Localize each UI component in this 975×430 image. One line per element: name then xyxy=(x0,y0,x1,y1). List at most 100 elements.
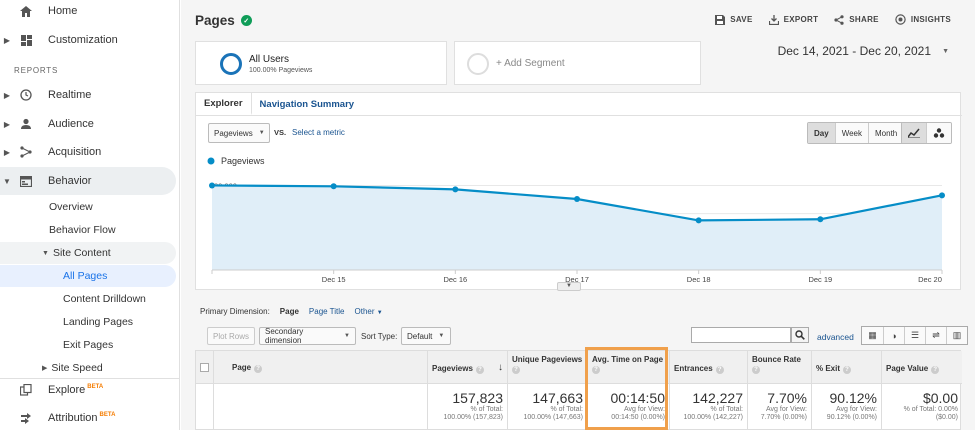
tab-navigation-summary[interactable]: Navigation Summary xyxy=(259,98,355,110)
column-header-label: Bounce Rate xyxy=(752,355,801,364)
share-button[interactable]: SHARE xyxy=(834,14,879,25)
chevron-down-icon[interactable]: ▼ xyxy=(942,48,949,55)
column-header-unique-pageviews[interactable]: Unique Pageviews? xyxy=(508,351,588,384)
secondary-dimension-select[interactable]: Secondary dimension ▼ xyxy=(259,327,356,345)
line-chart-button[interactable] xyxy=(902,123,926,143)
granularity-buttons: Day Week Month xyxy=(807,122,905,144)
column-header-avg-time-on-page[interactable]: Avg. Time on Page? xyxy=(588,351,670,384)
plot-rows-button[interactable]: Plot Rows xyxy=(207,327,256,345)
help-icon[interactable]: ? xyxy=(512,366,520,374)
sidebar-subitem-label: Site Speed xyxy=(51,362,103,374)
search-button[interactable] xyxy=(791,327,809,343)
column-header-page-value[interactable]: Page Value? xyxy=(882,351,962,384)
sidebar-item-home[interactable]: Home xyxy=(0,0,176,24)
sidebar-item-label: Customization xyxy=(48,34,118,46)
tab-explorer[interactable]: Explorer xyxy=(196,93,252,115)
sidebar-item-attribution[interactable]: Attribution BETA xyxy=(0,405,176,430)
sidebar-item-behavior[interactable]: ▼ Behavior xyxy=(0,167,176,195)
totals-cell-empty xyxy=(196,384,214,430)
sidebar-subitem-landing-pages[interactable]: Landing Pages xyxy=(0,311,176,333)
comparison-view-icon[interactable]: ⇌ xyxy=(925,327,946,344)
pie-chart-view-icon[interactable]: ◑ xyxy=(883,327,904,344)
sort-type-value: Default xyxy=(407,331,433,341)
pivot-view-icon[interactable]: ▥ xyxy=(946,327,967,344)
motion-chart-button[interactable] xyxy=(926,123,951,143)
sidebar-subitem-overview[interactable]: Overview xyxy=(0,196,176,218)
month-button[interactable]: Month xyxy=(868,123,904,143)
sidebar-item-customization[interactable]: ▶ Customization xyxy=(0,27,176,53)
sort-descending-icon[interactable]: ↓ xyxy=(498,362,503,373)
insights-icon xyxy=(895,14,906,25)
total-value: 157,823 xyxy=(452,390,503,406)
help-icon[interactable]: ? xyxy=(843,366,852,374)
select-metric-link[interactable]: Select a metric xyxy=(292,128,345,137)
dimension-page-title[interactable]: Page Title xyxy=(308,307,345,316)
chart-type-buttons xyxy=(901,122,952,144)
total-caption: 00:14:50 (0.00%) xyxy=(611,414,665,421)
help-icon[interactable]: ? xyxy=(931,366,940,374)
column-header-page[interactable]: Page? xyxy=(214,351,428,384)
week-button[interactable]: Week xyxy=(834,123,868,143)
column-header-label: Page Value xyxy=(886,364,929,373)
legend-marker xyxy=(207,157,215,165)
sidebar-subitem-site-content[interactable]: ▼ Site Content xyxy=(0,242,176,264)
segment-all-users[interactable]: All Users 100.00% Pageviews xyxy=(195,41,447,85)
acquisition-icon xyxy=(16,146,36,158)
save-label: SAVE xyxy=(730,15,753,24)
help-icon[interactable]: ? xyxy=(752,366,760,374)
help-icon[interactable]: ? xyxy=(592,366,600,374)
sidebar-item-explore[interactable]: Explore BETA xyxy=(0,377,176,403)
column-header-exit[interactable]: % Exit? xyxy=(812,351,882,384)
share-label: SHARE xyxy=(849,15,879,24)
sidebar-subitem-site-speed[interactable]: ▶ Site Speed xyxy=(0,357,176,379)
save-button[interactable]: SAVE xyxy=(715,14,752,25)
sort-type-select[interactable]: Default ▼ xyxy=(401,327,451,345)
metric-select[interactable]: Pageviews ▼ xyxy=(208,123,270,143)
sidebar-item-acquisition[interactable]: ▶ Acquisition xyxy=(0,139,176,165)
sidebar-item-realtime[interactable]: ▶ Realtime xyxy=(0,82,176,108)
help-icon[interactable]: ? xyxy=(254,365,263,373)
column-header-label: Pageviews xyxy=(432,364,473,373)
x-tick-label: Dec 16 xyxy=(443,275,467,284)
dimension-other-label: Other xyxy=(354,307,375,316)
column-header-label: % Exit xyxy=(816,364,841,373)
sidebar-subitem-exit-pages[interactable]: Exit Pages xyxy=(0,334,176,356)
advanced-filter-link[interactable]: advanced xyxy=(817,332,854,342)
day-button[interactable]: Day xyxy=(808,123,835,143)
help-icon[interactable]: ? xyxy=(475,366,484,374)
totals-cell-page xyxy=(214,384,428,430)
person-icon xyxy=(16,118,36,130)
primary-dimension-bar: Primary Dimension: Page Page Title Other… xyxy=(200,307,383,316)
total-value: 142,227 xyxy=(692,390,743,406)
insights-label: INSIGHTS xyxy=(910,15,951,24)
sidebar-subitem-content-drilldown[interactable]: Content Drilldown xyxy=(0,288,176,310)
total-caption: % of Total: xyxy=(470,406,503,413)
total-caption: Avg for View: xyxy=(624,406,665,413)
column-header-pageviews[interactable]: Pageviews? ↓ xyxy=(428,351,508,384)
help-icon[interactable]: ? xyxy=(715,366,724,374)
date-range-picker[interactable]: Dec 14, 2021 - Dec 20, 2021 xyxy=(777,44,931,58)
totals-cell-avg-time: 00:14:50 Avg for View: 00:14:50 (0.00%) xyxy=(588,384,670,430)
chart-collapse-handle[interactable]: ▼ xyxy=(557,282,581,291)
table-view-toggles: ▦ ◑ ☰ ⇌ ▥ xyxy=(861,326,968,345)
sidebar-subitem-all-pages[interactable]: All Pages xyxy=(0,265,176,287)
table-search-input[interactable] xyxy=(691,327,791,343)
dimension-page[interactable]: Page xyxy=(279,307,299,316)
insights-button[interactable]: INSIGHTS xyxy=(895,14,951,25)
total-caption: Avg for View: xyxy=(766,406,807,413)
totals-cell-page-value: $0.00 % of Total: 0.00% ($0.00) xyxy=(882,384,962,430)
performance-view-icon[interactable]: ☰ xyxy=(904,327,925,344)
column-header-label: Page xyxy=(232,363,252,372)
data-table-view-icon[interactable]: ▦ xyxy=(862,327,883,344)
page-title: Pages ✓ xyxy=(195,13,252,28)
checkbox[interactable] xyxy=(200,363,209,372)
export-button[interactable]: EXPORT xyxy=(768,14,819,25)
select-all-checkbox[interactable] xyxy=(196,351,214,384)
column-header-entrances[interactable]: Entrances? xyxy=(670,351,748,384)
sidebar-item-audience[interactable]: ▶ Audience xyxy=(0,111,176,137)
dimension-other[interactable]: Other ▼ xyxy=(355,307,383,316)
column-header-bounce-rate[interactable]: Bounce Rate? xyxy=(748,351,812,384)
primary-dimension-label: Primary Dimension: xyxy=(200,307,270,316)
sidebar-subitem-behavior-flow[interactable]: Behavior Flow xyxy=(0,219,176,241)
add-segment-button[interactable]: + Add Segment xyxy=(454,41,701,85)
